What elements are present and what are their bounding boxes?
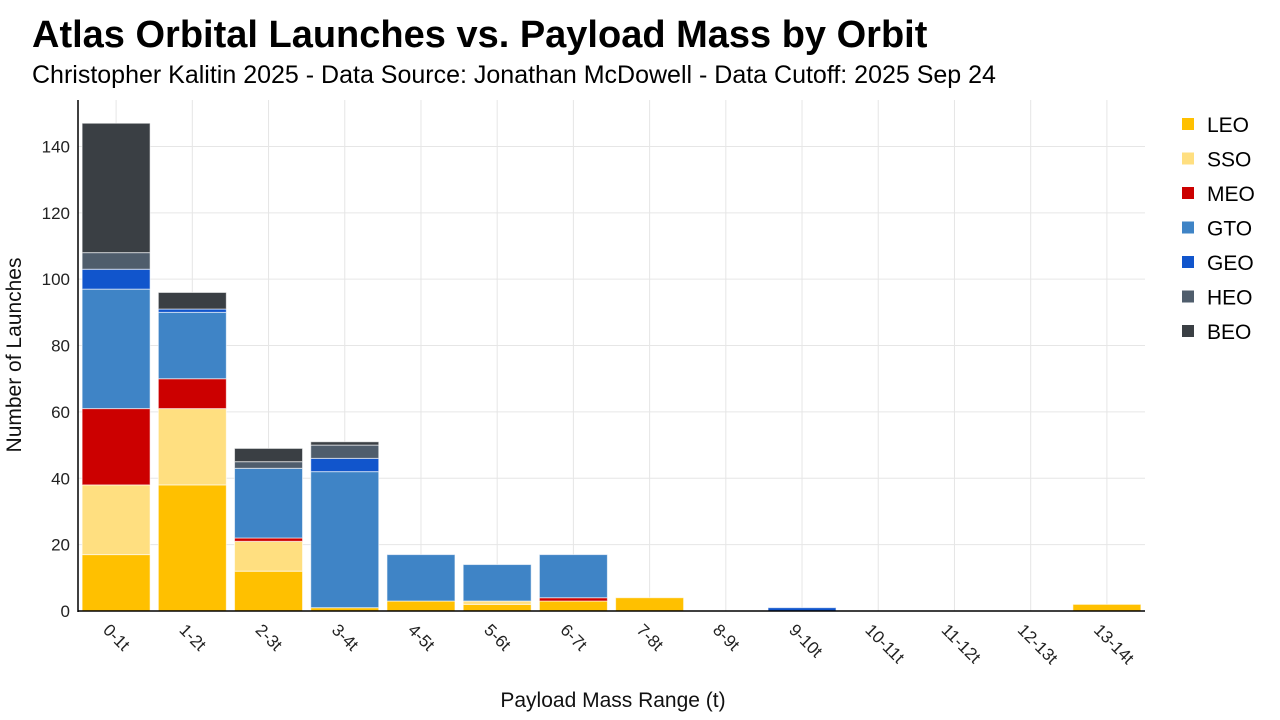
legend-label-sso: SSO [1207,149,1251,172]
legend-label-gto: GTO [1207,218,1252,241]
bar-segment-beo [234,447,304,463]
legend-label-geo: GEO [1207,252,1254,275]
legend-swatch-leo [1182,118,1194,130]
bar-segment-gto [157,311,227,380]
x-tick-label: 10-11t [861,620,908,667]
legend-label-meo: MEO [1207,183,1255,206]
bar-segment-gto [462,564,532,602]
x-tick-label: 2-3t [252,620,286,654]
bar-segment-beo [310,441,380,446]
bar-segment-leo [234,570,304,612]
bar-segment-gto [386,554,456,602]
legend-swatch-heo [1182,290,1194,303]
bar-segment-beo [157,291,227,310]
y-tick-label: 120 [42,204,70,223]
x-tick-label: 6-7t [557,620,591,654]
bar-segment-heo [81,252,151,270]
bar-segment-sso [234,540,304,572]
legend-swatch-geo [1182,256,1194,268]
legend-swatch-gto [1182,221,1194,234]
bar-segment-gto [310,471,380,609]
x-tick-label: 11-12t [938,620,985,667]
bar-segment-leo [538,600,608,612]
x-tick-label: 5-6t [480,620,514,654]
legend-label-beo: BEO [1207,321,1251,344]
x-tick-label: 3-4t [328,620,362,654]
y-tick-label: 40 [51,469,70,488]
y-tick-label: 100 [42,270,70,289]
legend-swatch-meo [1182,187,1194,199]
bar-segment-geo [81,268,151,290]
x-tick-label: 7-8t [633,620,667,654]
x-tick-label: 1-2t [175,620,209,654]
y-tick-label: 20 [51,536,70,555]
y-tick-label: 80 [51,337,70,356]
y-tick-label: 0 [61,602,70,621]
x-tick-label: 9-10t [785,620,826,661]
bar-segment-meo [81,408,151,486]
bar-segment-heo [234,461,304,469]
legend-label-heo: HEO [1207,287,1253,310]
bar-segment-leo [157,484,227,612]
bar-segment-geo [310,457,380,473]
bar-segment-meo [157,378,227,410]
chart-title: Atlas Orbital Launches vs. Payload Mass … [32,14,928,56]
y-tick-label: 60 [51,403,70,422]
x-tick-label: 13-14t [1090,620,1138,668]
x-tick-label: 8-9t [709,620,743,654]
chart-subtitle: Christopher Kalitin 2025 - Data Source: … [32,61,996,89]
bar-segment-gto [81,288,151,410]
bar-segment-heo [310,444,380,459]
bar-segment-gto [538,554,608,599]
bar-segment-leo [615,597,685,612]
bar-segment-leo [1072,603,1142,612]
bar-segment-leo [386,600,456,612]
x-tick-label: 0-1t [99,620,133,654]
y-tick-label: 140 [42,137,70,156]
bar-segment-sso [157,408,227,486]
x-tick-label: 12-13t [1014,620,1062,668]
x-axis-label: Payload Mass Range (t) [500,689,725,712]
bar-segment-leo [81,554,151,612]
bar-segment-beo [81,122,151,254]
legend: LEO SSO MEO GTO GEO HEO BEO [1182,114,1255,344]
x-tick-label: 4-5t [404,620,438,654]
bar-segment-gto [234,467,304,539]
bars [81,122,1142,612]
legend-swatch-sso [1182,152,1194,165]
legend-label-leo: LEO [1207,114,1249,137]
bar-segment-sso [81,484,151,556]
y-axis-label: Number of Launches [3,258,26,453]
bar-segment-leo [462,603,532,612]
legend-swatch-beo [1182,325,1194,337]
